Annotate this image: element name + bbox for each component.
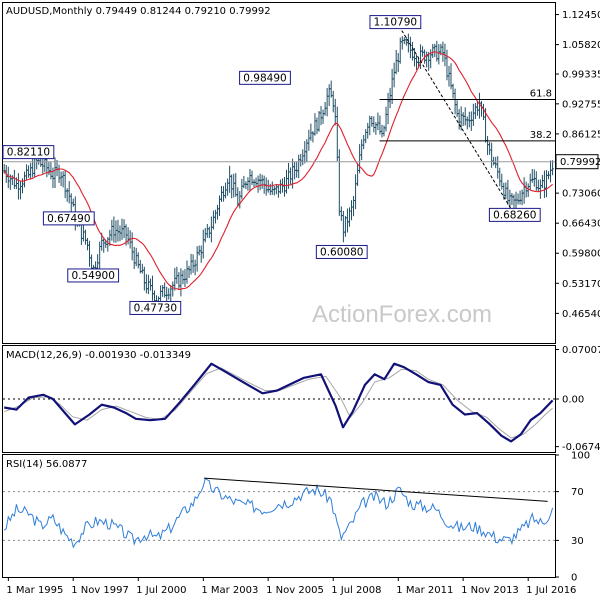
price-y-tick-label: 0.46540 (562, 309, 600, 320)
annotation-label: 0.82110 (7, 147, 50, 159)
rsi-panel-frame (2, 454, 556, 578)
price-y-tick-label: 0.73060 (562, 189, 600, 200)
annotation-box (369, 15, 422, 30)
x-tick-label: 1 Nov 1997 (71, 585, 129, 596)
rsi-trendline (204, 477, 548, 502)
x-tick-label: 1 Jul 2000 (136, 585, 186, 596)
fib-level-label: 61.8 (530, 89, 552, 100)
x-tick-label: 1 Nov 2005 (266, 585, 324, 596)
moving-average-line (3, 51, 553, 291)
macd-layer (3, 362, 555, 443)
annotation-label: 0.68260 (493, 209, 536, 221)
annotation-label: 0.47730 (134, 302, 177, 314)
x-tick-label: 1 Jul 2016 (526, 585, 576, 596)
annotation-box (129, 300, 182, 315)
macd-y-tick-label: 0.070071 (562, 345, 600, 356)
price-y-tick-label: 0.86125 (562, 129, 600, 140)
x-tick-label: 1 Mar 2011 (396, 585, 453, 596)
annotation-label: 0.98490 (243, 72, 286, 84)
macd-panel-title: MACD(12,26,9) -0.001930 -0.013349 (6, 350, 191, 361)
rsi-y-tick-label: 30 (571, 536, 584, 547)
rsi-y-tick-label: 0 (571, 573, 577, 584)
annotation-label: 0.60080 (320, 246, 363, 258)
macd-y-tick-label: -0.067423 (562, 442, 600, 453)
annotation-label: 1.10790 (374, 17, 417, 29)
price-y-tick-label: 0.99335 (562, 70, 600, 81)
x-tick-label: 1 Mar 1995 (6, 585, 63, 596)
annotation-label: 0.67490 (47, 213, 90, 225)
macd-line (4, 362, 554, 443)
price-y-tick-label: 0.53170 (562, 279, 600, 290)
annotation-box (2, 145, 55, 160)
x-tick-label: 1 Mar 2003 (201, 585, 258, 596)
annotation-box (42, 211, 95, 226)
price-y-tick-label: 0.59800 (562, 249, 600, 260)
trendline-dashed (396, 21, 516, 216)
axes-layer: 1.12450 1.05820 0.99335 0.92755 0.86125 0.730… (6, 10, 600, 596)
x-tick-label: 1 Jul 2008 (331, 585, 381, 596)
current-price-tag (555, 154, 599, 170)
rsi-panel-title: RSI(14) 56.0877 (6, 459, 87, 470)
rsi-line (3, 477, 554, 549)
fib-level-label: 38.2 (530, 130, 552, 141)
price-y-tick-label: 1.05820 (562, 40, 600, 51)
annotation-box (315, 244, 368, 259)
annotation-label: 0.54900 (71, 270, 114, 282)
price-y-tick-label: 1.12450 (562, 10, 600, 21)
price-panel-title: AUDUSD,Monthly 0.79449 0.81244 0.79210 0… (6, 6, 271, 17)
rsi-layer (3, 477, 555, 549)
annotation-box (67, 268, 120, 283)
price-y-tick-label: 0.66430 (562, 219, 600, 230)
current-price-tag-label: 0.79992 (560, 157, 600, 168)
macd-y-tick-label: 0.00 (562, 395, 584, 406)
rsi-y-tick-label: 100 (571, 451, 590, 462)
annotation-box (239, 70, 291, 85)
price-y-tick-label: 0.92755 (562, 99, 600, 110)
x-tick-label: 1 Nov 2013 (461, 585, 519, 596)
price-panel-frame (2, 2, 556, 344)
rsi-y-tick-label: 70 (571, 487, 584, 498)
watermark: ActionForex.com (312, 301, 492, 328)
price-layer: 61.8 38.2 0.82110 0.67490 0.54900 0.47730 0.98… (2, 15, 555, 315)
annotation-box (488, 207, 541, 222)
